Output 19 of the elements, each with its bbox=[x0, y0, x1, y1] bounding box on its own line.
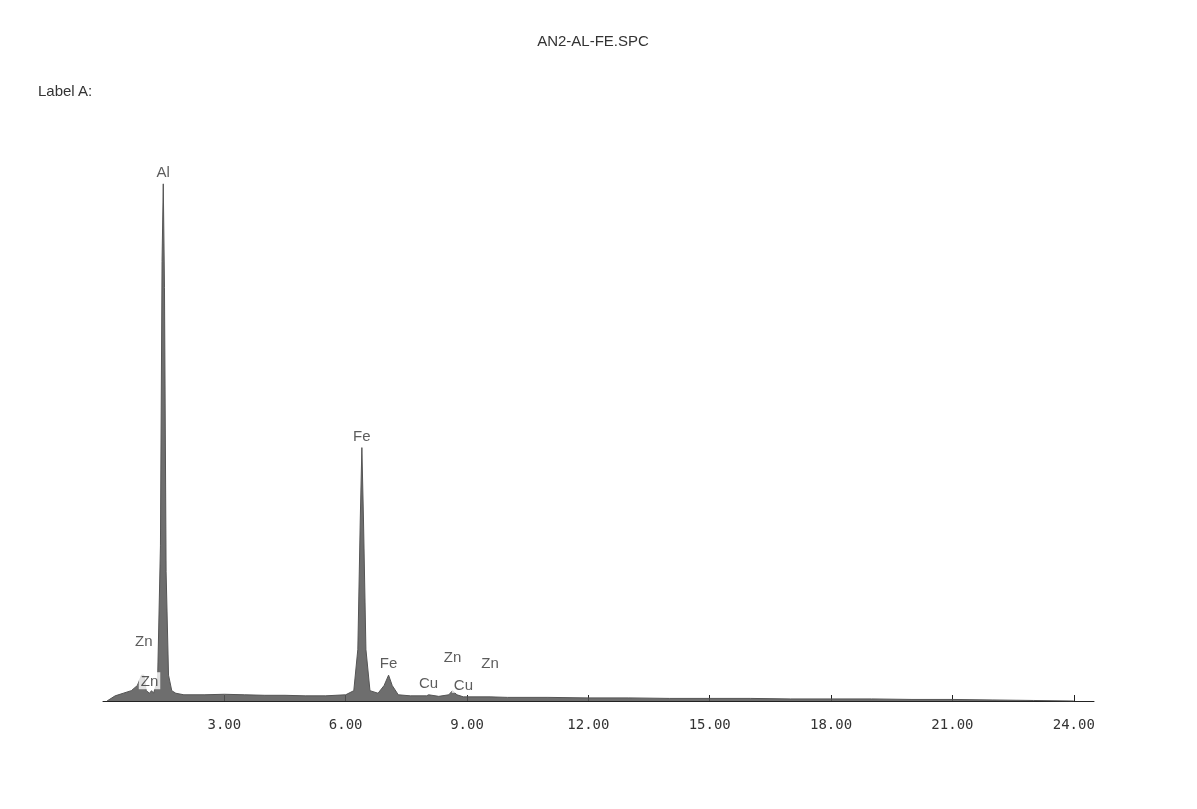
annotation: Fe bbox=[379, 654, 398, 672]
x-tick-label: 15.00 bbox=[688, 716, 731, 732]
x-tick-label: 21.00 bbox=[931, 716, 974, 732]
annotation: Zn bbox=[140, 672, 159, 690]
annotation: Fe bbox=[353, 426, 371, 444]
x-tick-label: 9.00 bbox=[450, 716, 484, 732]
annotation: Al bbox=[156, 162, 170, 180]
x-tick-label: 12.00 bbox=[567, 716, 610, 732]
annotation: Cu bbox=[453, 675, 473, 693]
annotation: Zn bbox=[481, 653, 499, 671]
x-tick-label: 24.00 bbox=[1052, 716, 1095, 732]
x-tick-label: 18.00 bbox=[810, 716, 853, 732]
text: Label A: bbox=[38, 82, 93, 99]
annotation: Zn bbox=[443, 647, 462, 665]
x-tick-label: 6.00 bbox=[328, 716, 363, 732]
chart-title: AN2-AL-FE.SPC bbox=[537, 32, 650, 49]
annotation: Zn bbox=[135, 632, 153, 650]
x-tick-label: 3.00 bbox=[207, 716, 242, 732]
annotation: Cu bbox=[419, 673, 439, 691]
